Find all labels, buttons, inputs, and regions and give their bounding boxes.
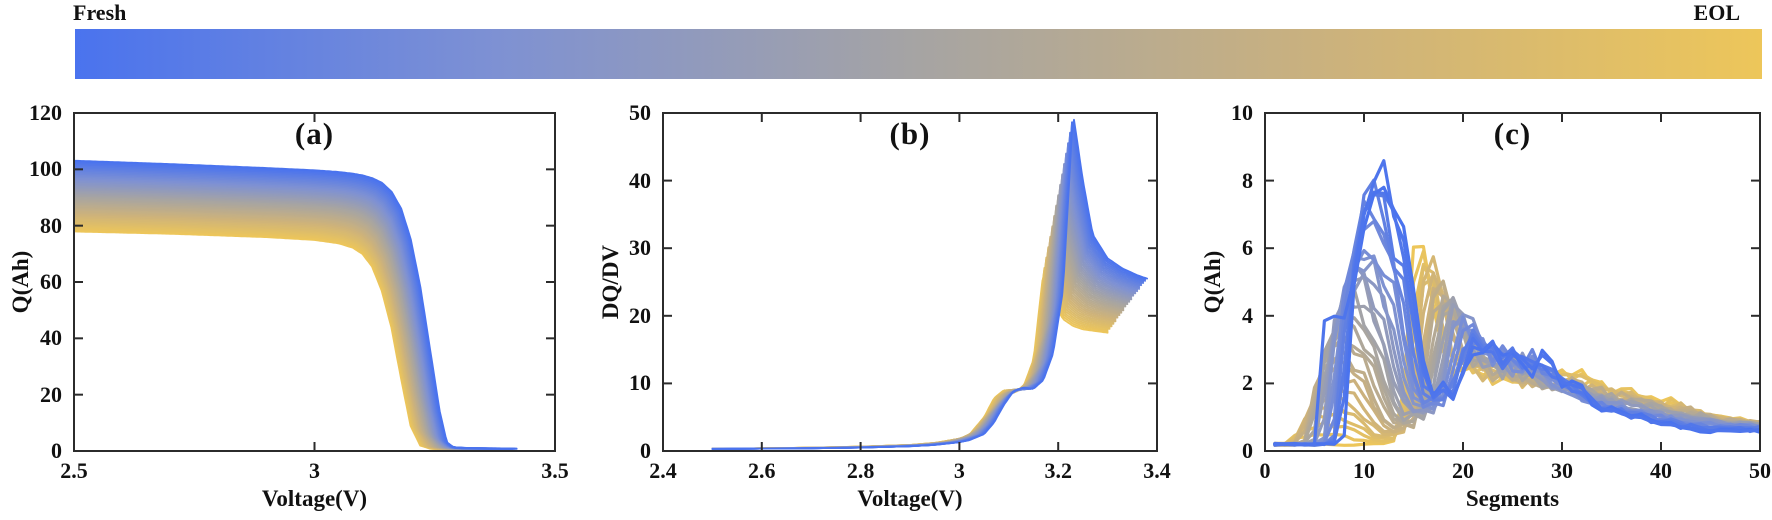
panel-b-y-tick-label: 20 bbox=[629, 302, 651, 328]
axes-frame bbox=[662, 112, 1158, 452]
panel-a-x-tick-label: 2.5 bbox=[60, 458, 88, 483]
panel-a-y-tick-label: 80 bbox=[40, 212, 62, 238]
panel-b-curves bbox=[711, 118, 1148, 450]
panel-c-xlabel: Segments bbox=[1465, 486, 1560, 511]
panel-b-xlabel: Voltage(V) bbox=[857, 486, 963, 511]
colorbar-fresh-label: Fresh bbox=[73, 0, 127, 25]
panel-c-x-tick-label: 10 bbox=[1353, 458, 1375, 483]
panel-a-title: (a) bbox=[294, 116, 335, 151]
panel-c-curves bbox=[1273, 159, 1759, 447]
panel-c-y-tick-label: 6 bbox=[1242, 235, 1253, 261]
panel-a-curves bbox=[75, 159, 518, 450]
panel-a-x-tick-label: 3.5 bbox=[541, 458, 569, 483]
panel-c-x-tick-label: 0 bbox=[1259, 458, 1271, 483]
panel-c-y-tick-label: 0 bbox=[1242, 438, 1253, 463]
panel-c-x-tick-label: 50 bbox=[1749, 458, 1771, 483]
panel-b-y-tick-label: 40 bbox=[629, 167, 651, 193]
panel-b-x-tick-label: 3.2 bbox=[1044, 458, 1072, 483]
panel-a-y-tick-label: 40 bbox=[40, 325, 62, 351]
panel-a-y-tick-label: 0 bbox=[51, 438, 62, 463]
panel-c-y-tick-label: 4 bbox=[1242, 302, 1253, 328]
panel-b-x-tick-label: 3 bbox=[953, 458, 965, 483]
panel-c-ylabel: Q(Ah) bbox=[1200, 250, 1225, 314]
panel-c-x-tick-label: 40 bbox=[1650, 458, 1672, 483]
panel-b-y-tick-label: 10 bbox=[629, 370, 651, 396]
panel-b-y-tick-label: 0 bbox=[640, 438, 651, 463]
panel-c-x-tick-label: 20 bbox=[1452, 458, 1474, 483]
axes-frame bbox=[1264, 112, 1761, 452]
panel-c-x-tick-label: 30 bbox=[1551, 458, 1573, 483]
panel-b-x-tick-label: 2.4 bbox=[649, 458, 677, 483]
panel-a-y-tick-label: 20 bbox=[40, 381, 62, 407]
panel-b-ylabel: DQ/DV bbox=[598, 244, 623, 320]
aging-curve bbox=[711, 118, 1148, 450]
panel-a-y-tick-label: 120 bbox=[29, 100, 62, 125]
panel-b-y-tick-label: 30 bbox=[629, 235, 651, 261]
panel-b-title: (b) bbox=[889, 116, 931, 151]
panel-c-y-tick-label: 8 bbox=[1242, 167, 1253, 193]
panel-c-y-tick-label: 10 bbox=[1231, 100, 1253, 125]
colorbar-eol-label: EOL bbox=[1693, 0, 1740, 25]
panel-a-y-tick-label: 100 bbox=[29, 156, 62, 182]
panel-b-axes bbox=[662, 112, 1158, 452]
panel-b-x-tick-label: 3.4 bbox=[1143, 458, 1171, 483]
panel-a-x-tick-label: 3 bbox=[309, 458, 320, 483]
panel-b-x-tick-label: 2.8 bbox=[846, 458, 875, 483]
panel-c-y-tick-label: 2 bbox=[1242, 370, 1253, 396]
panel-c-axes bbox=[1264, 112, 1761, 452]
panel-a-y-tick-label: 60 bbox=[40, 269, 62, 294]
panel-b-y-tick-label: 50 bbox=[629, 100, 651, 125]
aging-curve bbox=[75, 159, 518, 450]
panel-a-ylabel: Q(Ah) bbox=[8, 250, 33, 314]
aging-curve bbox=[1273, 159, 1759, 447]
panel-c-title: (c) bbox=[1493, 116, 1532, 151]
aging-colorbar bbox=[75, 29, 1762, 79]
panel-a-axes bbox=[73, 112, 556, 452]
panel-a-xlabel: Voltage(V) bbox=[261, 486, 368, 511]
panel-b-x-tick-label: 2.6 bbox=[748, 458, 776, 483]
